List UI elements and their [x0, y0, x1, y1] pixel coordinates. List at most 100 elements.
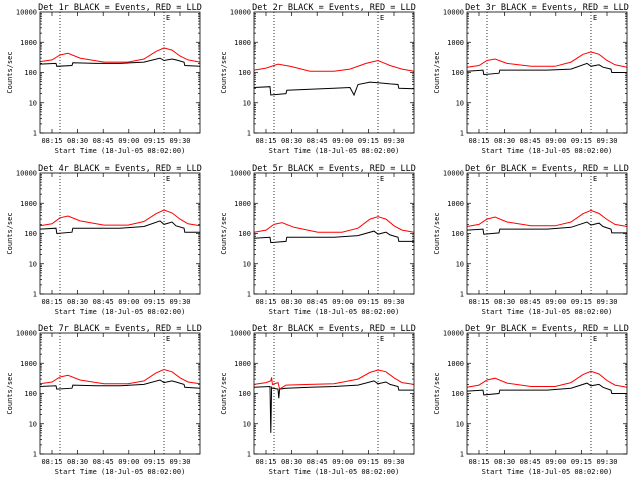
y-tick-label: 1 — [247, 291, 251, 299]
y-tick-label: 1000 — [20, 360, 37, 368]
series-line-lld — [253, 369, 415, 390]
x-tick-label: 09:00 — [545, 458, 566, 466]
x-tick-label: 09:30 — [596, 298, 617, 306]
series-line-events — [466, 62, 627, 76]
marker-label: E — [593, 175, 597, 183]
y-tick-label: 1 — [33, 130, 37, 138]
x-tick-label: 08:30 — [494, 458, 515, 466]
y-tick-label: 10000 — [16, 330, 37, 338]
x-tick-label: 09:00 — [332, 137, 353, 145]
y-tick-label: 10000 — [230, 330, 251, 338]
x-tick-label: 08:30 — [494, 298, 515, 306]
panel-title: Det 1r BLACK = Events, RED = LLD — [38, 3, 202, 13]
plot-frame — [253, 332, 415, 455]
y-tick-label: 1 — [460, 130, 464, 138]
x-axis-label: Start Time (18-Jul-05 08:02:00) — [55, 468, 186, 476]
series-line-events — [466, 221, 627, 235]
x-tick-label: 09:15 — [571, 458, 592, 466]
series-line-events — [39, 220, 200, 235]
y-axis-label: Counts/sec — [433, 372, 441, 414]
y-tick-label: 100 — [451, 69, 464, 77]
plot-frame — [39, 172, 201, 295]
x-tick-label: 08:30 — [281, 137, 302, 145]
panel-det-8: Det 8r BLACK = Events, RED = LLD Counts/s… — [220, 324, 416, 476]
y-tick-label: 10000 — [443, 9, 464, 17]
y-tick-label: 1000 — [234, 200, 251, 208]
y-tick-label: 100 — [24, 230, 37, 238]
y-tick-label: 100 — [24, 390, 37, 398]
y-tick-label: 1 — [247, 451, 251, 459]
y-tick-label: 10 — [243, 420, 251, 428]
marker-label: E — [166, 335, 170, 343]
plot-frame — [466, 11, 628, 134]
y-tick-label: 10000 — [16, 170, 37, 178]
y-tick-label: 10 — [456, 420, 464, 428]
x-tick-label: 09:30 — [169, 137, 190, 145]
x-tick-label: 08:30 — [67, 137, 88, 145]
marker-label: E — [166, 175, 170, 183]
x-tick-label: 08:30 — [281, 298, 302, 306]
panel-title: Det 9r BLACK = Events, RED = LLD — [465, 324, 629, 334]
panel-title: Det 7r BLACK = Events, RED = LLD — [38, 324, 202, 334]
y-axis-label: Counts/sec — [220, 212, 228, 254]
y-tick-label: 10 — [456, 99, 464, 107]
x-tick-label: 09:30 — [596, 458, 617, 466]
panel-title: Det 3r BLACK = Events, RED = LLD — [465, 3, 629, 13]
series-line-events — [39, 379, 201, 390]
x-tick-label: 09:30 — [383, 137, 404, 145]
marker-label: E — [380, 335, 384, 343]
series-line-lld — [466, 209, 628, 227]
x-tick-label: 08:30 — [494, 137, 515, 145]
y-tick-label: 1000 — [234, 39, 251, 47]
y-tick-label: 10 — [29, 99, 37, 107]
plot-frame — [39, 332, 201, 455]
x-tick-label: 09:15 — [144, 458, 165, 466]
x-axis-label: Start Time (18-Jul-05 08:02:00) — [269, 147, 400, 155]
y-tick-label: 1 — [247, 130, 251, 138]
y-axis-label: Counts/sec — [433, 212, 441, 254]
series-line-lld — [39, 368, 201, 385]
marker-label: E — [593, 335, 597, 343]
y-axis-label: Counts/sec — [6, 372, 14, 414]
marker-label: E — [380, 14, 384, 22]
series-line-lld — [253, 59, 415, 72]
x-axis-label: Start Time (18-Jul-05 08:02:00) — [55, 147, 186, 155]
x-tick-label: 09:15 — [358, 298, 379, 306]
x-tick-label: 08:15 — [255, 458, 276, 466]
panel-det-4: Det 4r BLACK = Events, RED = LLD Counts/s… — [6, 164, 202, 316]
x-tick-label: 08:45 — [93, 298, 114, 306]
x-tick-label: 08:30 — [67, 298, 88, 306]
x-tick-label: 09:15 — [571, 298, 592, 306]
y-tick-label: 1 — [460, 291, 464, 299]
x-axis-label: Start Time (18-Jul-05 08:02:00) — [482, 468, 613, 476]
x-tick-label: 08:45 — [520, 298, 541, 306]
y-tick-label: 10 — [243, 99, 251, 107]
y-tick-label: 100 — [451, 390, 464, 398]
y-tick-label: 10000 — [230, 9, 251, 17]
y-tick-label: 100 — [24, 69, 37, 77]
y-tick-label: 100 — [238, 230, 251, 238]
y-axis-label: Counts/sec — [6, 51, 14, 93]
series-line-events — [253, 81, 415, 97]
plot-frame — [253, 172, 415, 295]
y-tick-label: 100 — [238, 390, 251, 398]
x-tick-label: 09:00 — [545, 137, 566, 145]
y-tick-label: 1000 — [447, 39, 464, 47]
x-tick-label: 09:15 — [358, 137, 379, 145]
y-tick-label: 100 — [238, 69, 251, 77]
x-tick-label: 09:00 — [332, 298, 353, 306]
x-tick-label: 09:00 — [118, 458, 139, 466]
marker-label: E — [380, 175, 384, 183]
y-axis-label: Counts/sec — [220, 51, 228, 93]
series-line-events — [39, 57, 201, 67]
x-tick-label: 09:00 — [332, 458, 353, 466]
x-tick-label: 08:45 — [520, 137, 541, 145]
x-tick-label: 08:15 — [255, 298, 276, 306]
y-tick-label: 1000 — [234, 360, 251, 368]
x-tick-label: 08:15 — [41, 137, 62, 145]
panel-title: Det 2r BLACK = Events, RED = LLD — [252, 3, 416, 13]
panel-title: Det 5r BLACK = Events, RED = LLD — [252, 164, 416, 174]
panel-det-6: Det 6r BLACK = Events, RED = LLD Counts/s… — [433, 164, 629, 316]
x-tick-label: 09:30 — [169, 298, 190, 306]
